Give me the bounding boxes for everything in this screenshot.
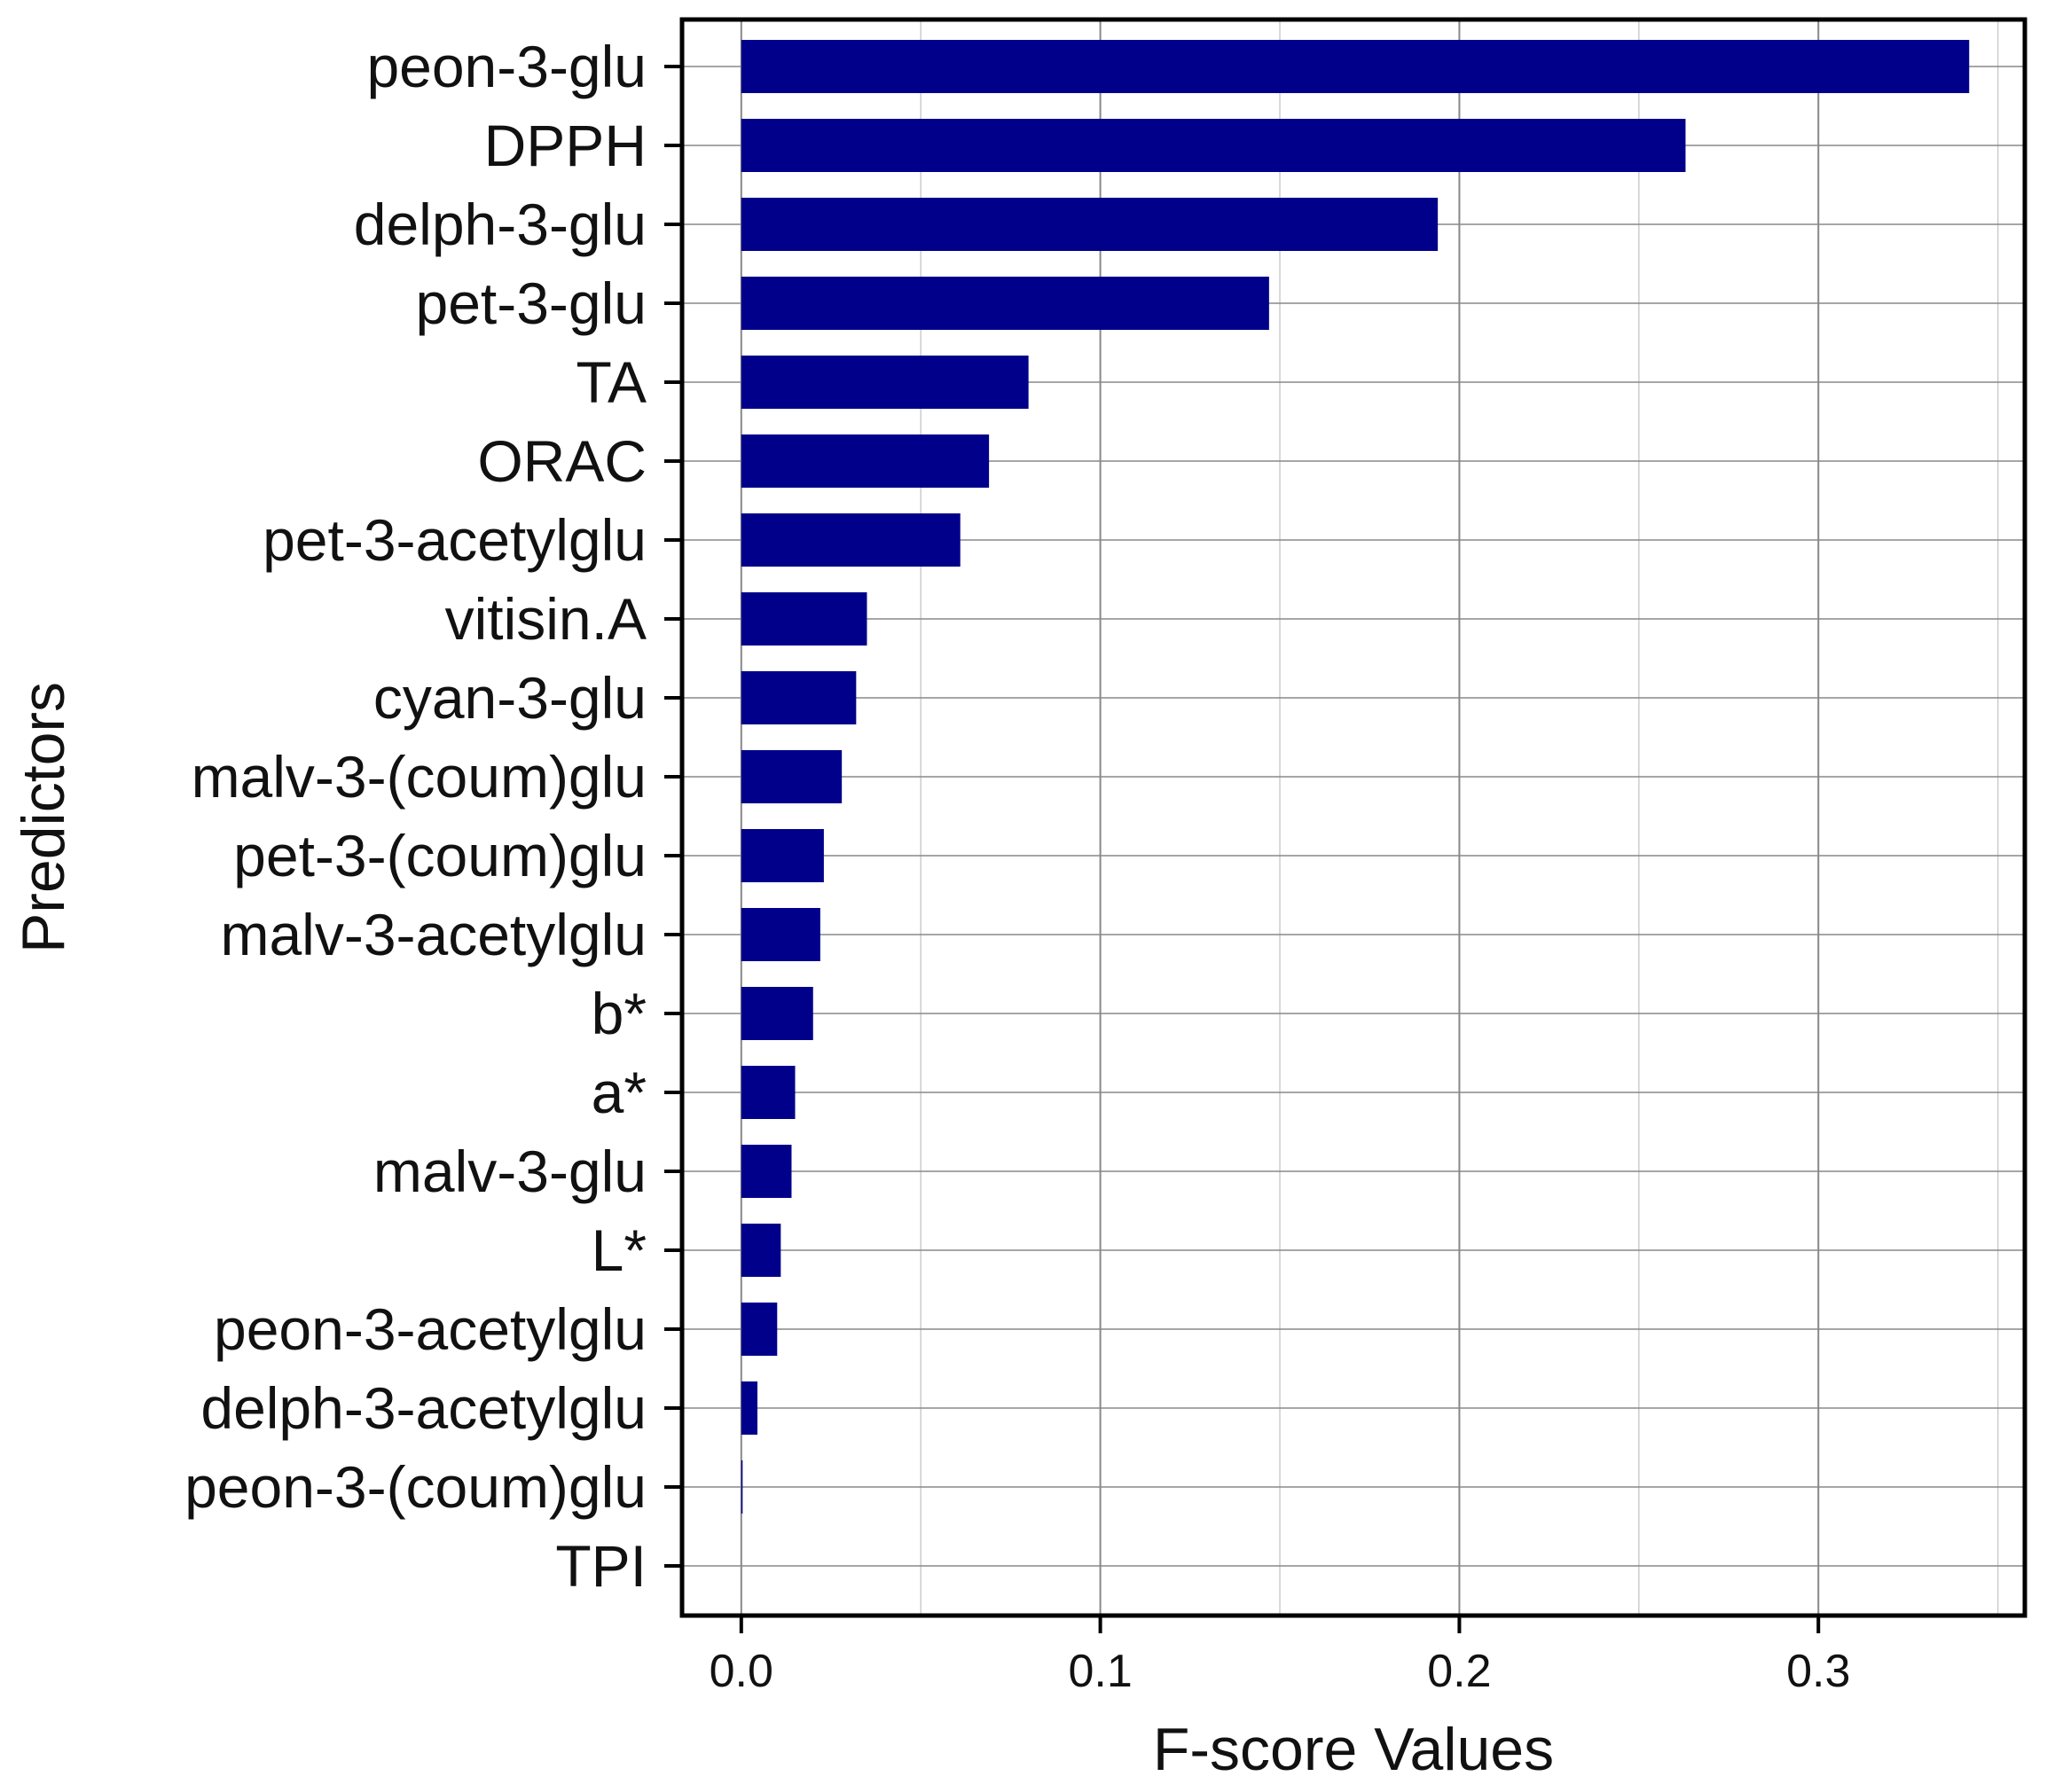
bars <box>741 40 1970 1514</box>
category-label: cyan-3-glu <box>373 665 647 731</box>
axis-ticks <box>664 65 1821 1633</box>
category-label: pet-3-glu <box>416 270 647 336</box>
grid-lines <box>682 20 2025 1616</box>
category-label: peon-3-glu <box>366 34 647 99</box>
category-label: malv-3-acetylglu <box>221 902 647 967</box>
category-label: ORAC <box>477 428 647 494</box>
bar <box>741 1381 758 1435</box>
category-label: peon-3-(coum)glu <box>184 1454 647 1520</box>
bar <box>741 671 857 724</box>
y-axis-title: Predictors <box>10 682 77 953</box>
category-label: TPI <box>555 1533 647 1599</box>
bar <box>741 1145 792 1198</box>
category-label: delph-3-glu <box>354 192 647 257</box>
bar <box>741 513 961 567</box>
bar <box>741 1460 743 1514</box>
category-label: b* <box>592 981 647 1046</box>
x-tick-labels: 0.0 0.1 0.2 0.3 <box>710 1646 1851 1697</box>
bar <box>741 829 824 882</box>
category-label: L* <box>592 1217 647 1283</box>
x-tick-label: 0.0 <box>710 1646 773 1697</box>
bar <box>741 987 813 1040</box>
category-label: TA <box>576 349 647 415</box>
bar <box>741 198 1439 251</box>
bar <box>741 1303 778 1356</box>
category-label: a* <box>592 1060 647 1125</box>
bar <box>741 434 990 488</box>
bar <box>741 277 1269 330</box>
category-label: peon-3-acetylglu <box>214 1296 647 1362</box>
bar <box>741 908 820 961</box>
bar <box>741 356 1029 409</box>
x-axis-title: F-score Values <box>1153 1716 1554 1783</box>
x-tick-label: 0.2 <box>1427 1646 1491 1697</box>
x-tick-label: 0.1 <box>1068 1646 1132 1697</box>
bar <box>741 1224 781 1277</box>
x-tick-label: 0.3 <box>1786 1646 1850 1697</box>
bar <box>741 1066 796 1119</box>
bar <box>741 750 843 803</box>
bar <box>741 592 867 646</box>
bar <box>741 40 1970 93</box>
category-label: vitisin.A <box>445 586 647 652</box>
category-label: pet-3-acetylglu <box>263 507 647 573</box>
plot-frame <box>679 17 2027 1618</box>
category-label: malv-3-(coum)glu <box>192 744 647 810</box>
category-label: DPPH <box>484 113 647 178</box>
category-label: delph-3-acetylglu <box>200 1375 647 1441</box>
category-label: malv-3-glu <box>373 1139 647 1204</box>
category-label: pet-3-(coum)glu <box>233 823 647 888</box>
category-labels: peon-3-glu DPPH delph-3-glu pet-3-glu TA ORAC… <box>184 34 647 1599</box>
bar <box>741 119 1686 172</box>
